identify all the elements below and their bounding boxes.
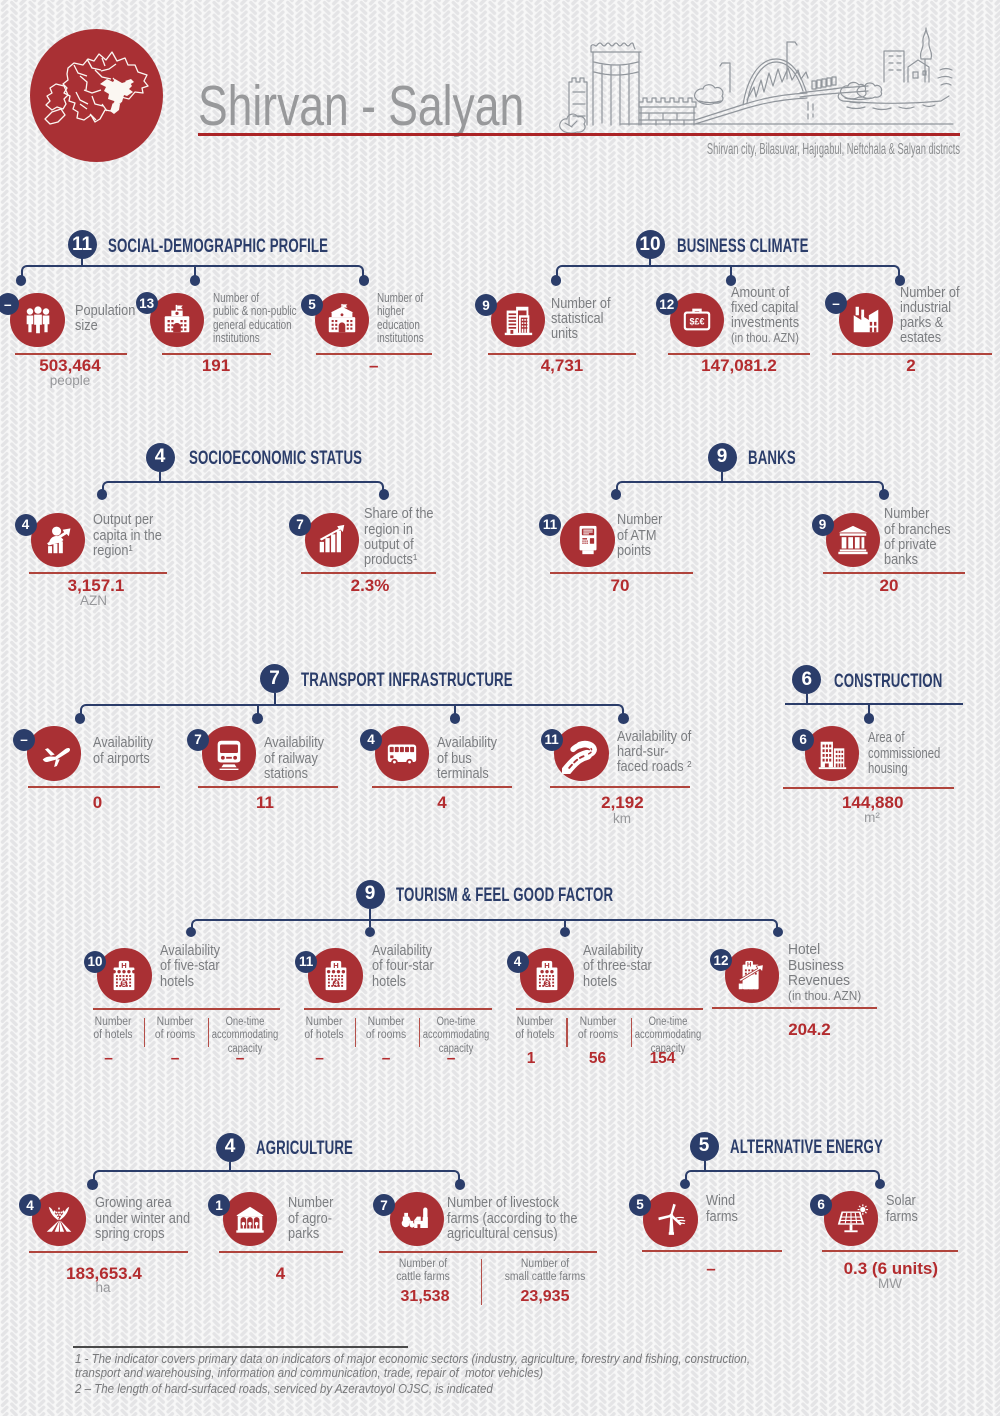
svg-text:H: H <box>333 960 338 969</box>
svg-text:H: H <box>747 961 752 968</box>
svg-text:3: 3 <box>545 980 549 988</box>
svg-text:H: H <box>122 960 127 969</box>
svg-text:4: 4 <box>334 980 338 988</box>
svg-text:$£€: $£€ <box>690 317 705 327</box>
svg-text:H: H <box>544 960 549 969</box>
svg-text:5: 5 <box>122 980 126 988</box>
